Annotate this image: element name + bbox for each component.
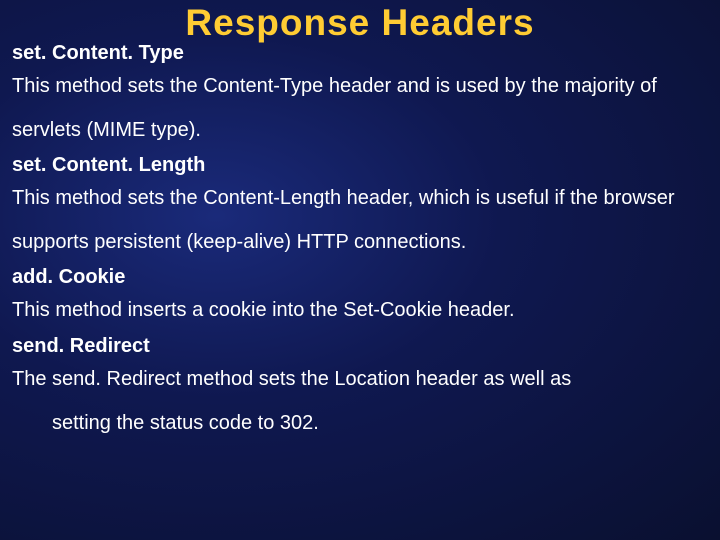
method-description: This method inserts a cookie into the Se… <box>12 289 708 333</box>
section-setcontenttype: set. Content. Type This method sets the … <box>12 42 708 152</box>
slide-title: Response Headers <box>12 0 708 44</box>
method-name: set. Content. Length <box>12 154 708 177</box>
slide-container: Response Headers set. Content. Type This… <box>0 0 720 540</box>
method-description: The send. Redirect method sets the Locat… <box>12 358 708 445</box>
method-name: send. Redirect <box>12 335 708 358</box>
section-setcontentlength: set. Content. Length This method sets th… <box>12 154 708 264</box>
section-sendredirect: send. Redirect The send. Redirect method… <box>12 335 708 445</box>
method-name: add. Cookie <box>12 266 708 289</box>
section-addcookie: add. Cookie This method inserts a cookie… <box>12 266 708 333</box>
method-description: This method sets the Content-Type header… <box>12 65 708 152</box>
desc-line-2: setting the status code to 302. <box>12 402 708 446</box>
method-name: set. Content. Type <box>12 42 708 65</box>
desc-line-1: The send. Redirect method sets the Locat… <box>12 368 571 390</box>
method-description: This method sets the Content-Length head… <box>12 177 708 264</box>
